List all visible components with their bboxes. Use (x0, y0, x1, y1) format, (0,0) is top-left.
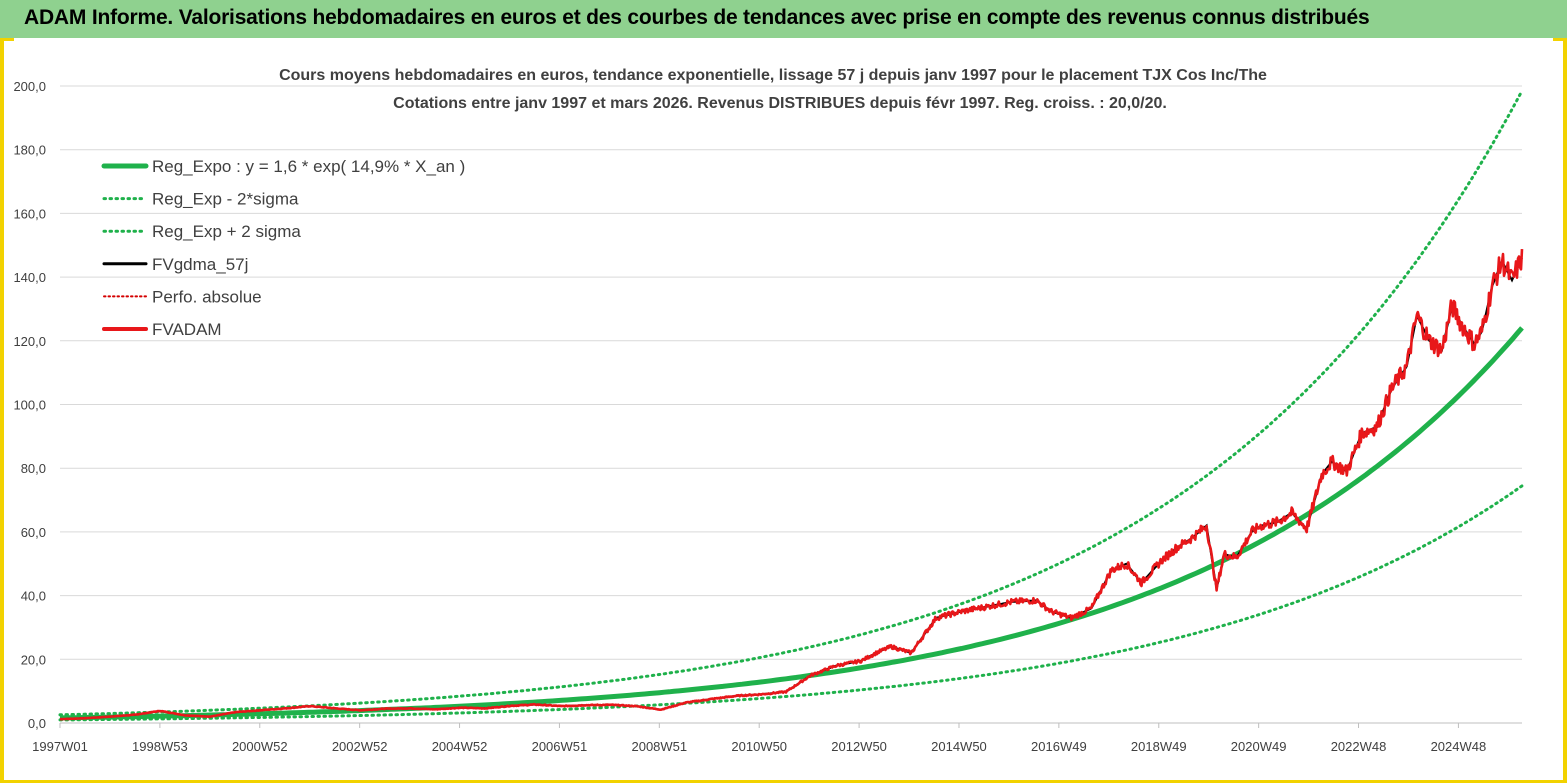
x-tick-label: 2024W48 (1431, 739, 1487, 754)
x-tick-label: 2020W49 (1231, 739, 1287, 754)
y-axis-ticks: 0,0 20,0 40,0 60,0 80,0 100,0 120,0 140,0 160,0 1… (13, 79, 46, 731)
x-tick-label: 2014W50 (931, 739, 987, 754)
x-tick-label: 2004W52 (432, 739, 488, 754)
x-axis-ticks: 1997W01 1998W53 2000W52 2002W52 2004W52 2006W… (32, 723, 1486, 754)
chart-title-line-2: Cotations entre janv 1997 et mars 2026. … (393, 95, 1167, 112)
series-fvadam (59, 249, 1524, 721)
legend-item-reg-expo: Reg_Expo : y = 1,6 * exp( 14,9% * X_an ) (101, 157, 465, 176)
legend-item-fvadam: FVADAM (102, 320, 222, 339)
legend-label: Perfo. absolue (152, 287, 262, 306)
y-tick-label: 0,0 (28, 716, 46, 731)
legend-label: Reg_Exp - 2*sigma (152, 190, 299, 209)
x-tick-label: 1997W01 (32, 739, 88, 754)
x-tick-label: 2006W51 (532, 739, 588, 754)
legend-item-reg-exp-plus: Reg_Exp + 2 sigma (102, 222, 301, 241)
series-reg-exp-plus-2sigma (58, 89, 1524, 717)
y-tick-label: 140,0 (13, 270, 46, 285)
legend-label: Reg_Expo : y = 1,6 * exp( 14,9% * X_an ) (152, 157, 465, 176)
legend-label: FVgdma_57j (152, 255, 248, 274)
x-tick-label: 2012W50 (831, 739, 887, 754)
series-reg-exp-minus-2sigma (58, 484, 1524, 722)
frame-border-left (0, 38, 4, 783)
banner-title: ADAM Informe. Valorisations hebdomadaire… (24, 6, 1370, 29)
series-reg-expo (59, 326, 1524, 721)
y-tick-label: 20,0 (21, 652, 46, 667)
x-tick-label: 2016W49 (1031, 739, 1087, 754)
header-banner: ADAM Informe. Valorisations hebdomadaire… (0, 0, 1567, 38)
x-tick-label: 2002W52 (332, 739, 388, 754)
legend: Reg_Expo : y = 1,6 * exp( 14,9% * X_an )… (101, 157, 465, 339)
frame-border-top-right (1553, 38, 1567, 41)
legend-item-reg-exp-minus: Reg_Exp - 2*sigma (102, 190, 299, 209)
x-tick-label: 2010W50 (731, 739, 787, 754)
y-tick-label: 100,0 (13, 398, 46, 413)
x-tick-label: 2000W52 (232, 739, 288, 754)
y-tick-label: 180,0 (13, 143, 46, 158)
frame-border-right (1563, 38, 1567, 783)
grid-lines (60, 85, 1522, 724)
y-tick-label: 40,0 (21, 589, 46, 604)
x-tick-label: 2018W49 (1131, 739, 1187, 754)
y-tick-label: 120,0 (13, 334, 46, 349)
plot-area (58, 89, 1524, 722)
x-tick-label: 1998W53 (132, 739, 188, 754)
y-tick-label: 80,0 (21, 461, 46, 476)
legend-label: Reg_Exp + 2 sigma (152, 222, 301, 241)
frame-border-top (0, 38, 14, 41)
series-fvgdma-57j (59, 257, 1523, 721)
y-tick-label: 60,0 (21, 525, 46, 540)
frame-border-bottom (0, 780, 1567, 783)
x-tick-label: 2008W51 (631, 739, 687, 754)
legend-item-fvgdma: FVgdma_57j (102, 255, 248, 274)
y-tick-label: 160,0 (13, 206, 46, 221)
legend-item-perfo: Perfo. absolue (103, 287, 262, 306)
chart-title-line-1: Cours moyens hebdomadaires en euros, ten… (279, 67, 1267, 84)
legend-label: FVADAM (152, 320, 222, 339)
y-tick-label: 200,0 (13, 79, 46, 94)
x-tick-label: 2022W48 (1331, 739, 1387, 754)
